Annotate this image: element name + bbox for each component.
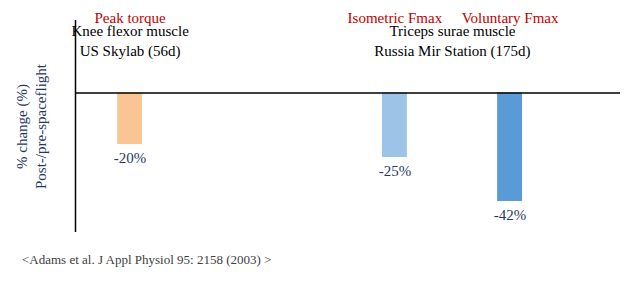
svg-text:Voluntary Fmax: Voluntary Fmax <box>461 10 559 27</box>
svg-text:-20%: -20% <box>114 150 147 166</box>
svg-text:Triceps surae muscleRussia Mir: Triceps surae muscleRussia Mir Station (… <box>374 23 530 60</box>
svg-text:-42%: -42% <box>494 207 527 223</box>
svg-text:Knee flexor muscleUS Skylab (5: Knee flexor muscleUS Skylab (56d) <box>71 23 189 60</box>
svg-text:% change (%)Post-/pre-spacefli: % change (%)Post-/pre-spaceflight <box>14 63 50 189</box>
svg-text:Isometric Fmax: Isometric Fmax <box>347 10 443 27</box>
html-text:<Adams et al. J Appl Physiol 9: <Adams et al. J Appl Physiol 95: 2158 (2… <box>22 252 272 267</box>
svg-text:-25%: -25% <box>379 163 412 179</box>
svg-text:Peak torque: Peak torque <box>94 10 166 27</box>
